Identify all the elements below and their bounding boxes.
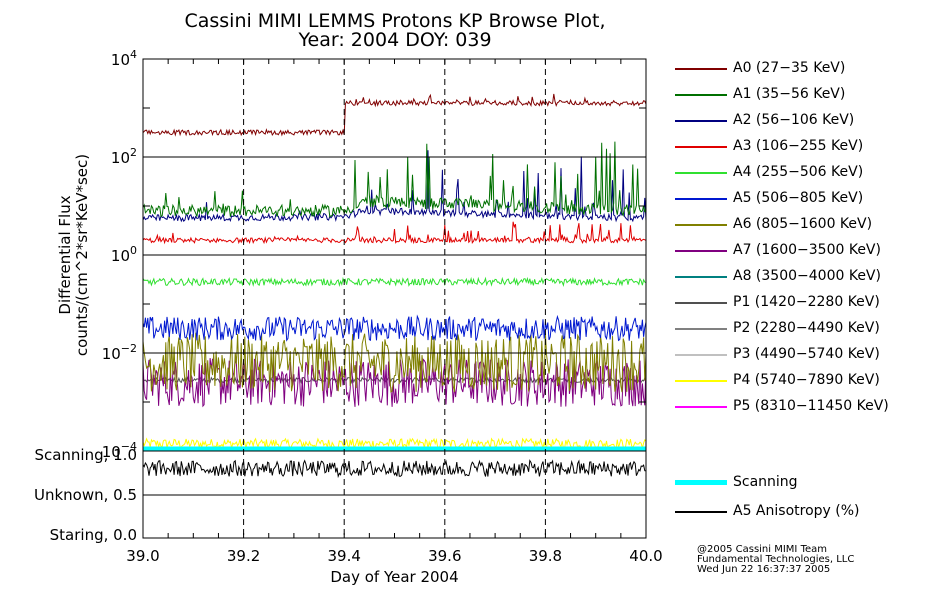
legend-label-scanning: Scanning — [733, 474, 798, 490]
legend-label: A6 (805−1600 KeV) — [733, 216, 873, 232]
legend-swatch — [675, 120, 727, 122]
anisotropy-series-line — [142, 459, 647, 479]
legend-label: A2 (56−106 KeV) — [733, 112, 855, 128]
legend: A0 (27−35 KeV) A1 (35−56 KeV) A2 (56−106 K… — [675, 59, 945, 423]
flux-series-line — [142, 141, 647, 218]
flux-series-line — [142, 150, 647, 223]
legend-item: A5 (506−805 KeV) — [675, 189, 945, 215]
flux-series-line — [142, 375, 647, 385]
legend-swatch-scanning — [675, 480, 727, 485]
scan-tick-label: Staring, 0.0 — [50, 526, 137, 544]
legend-label: A7 (1600−3500 KeV) — [733, 242, 881, 258]
legend-label: P3 (4490−5740 KeV) — [733, 346, 880, 362]
legend-item: A6 (805−1600 KeV) — [675, 215, 945, 241]
legend-lower: Scanning A5 Anisotropy (%) — [675, 473, 945, 528]
legend-swatch — [675, 406, 727, 408]
legend-swatch — [675, 198, 727, 200]
legend-swatch — [675, 172, 727, 174]
legend-swatch — [675, 354, 727, 356]
legend-item: P2 (2280−4490 KeV) — [675, 319, 945, 345]
legend-item: A8 (3500−4000 KeV) — [675, 267, 945, 293]
scan-tick-label: Unknown, 0.5 — [34, 486, 137, 504]
legend-item: A0 (27−35 KeV) — [675, 59, 945, 85]
x-tick-label: 39.4 — [327, 547, 360, 565]
x-tick-label: 39.2 — [227, 547, 260, 565]
credit-timestamp: Wed Jun 22 16:37:37 2005 — [697, 564, 831, 575]
legend-item: A3 (106−255 KeV) — [675, 137, 945, 163]
y-tick-label: 100 — [111, 244, 137, 265]
legend-label: A4 (255−506 KeV) — [733, 164, 864, 180]
y-axis-label-line1: Differential Flux — [56, 195, 74, 314]
scan-panel-frame — [142, 450, 647, 539]
legend-item: A1 (35−56 KeV) — [675, 85, 945, 111]
y-tick-label: 104 — [111, 48, 137, 69]
legend-label: A5 (506−805 KeV) — [733, 190, 864, 206]
flux-series-line — [142, 93, 647, 137]
legend-label: P4 (5740−7890 KeV) — [733, 372, 880, 388]
legend-label: P5 (8310−11450 KeV) — [733, 398, 889, 414]
legend-item: P3 (4490−5740 KeV) — [675, 345, 945, 371]
plot-title-line1: Cassini MIMI LEMMS Protons KP Browse Plo… — [184, 10, 606, 32]
legend-label: A0 (27−35 KeV) — [733, 60, 846, 76]
legend-swatch — [675, 276, 727, 278]
legend-swatch — [675, 328, 727, 330]
legend-swatch — [675, 302, 727, 304]
legend-swatch — [675, 94, 727, 96]
plot-title-line2: Year: 2004 DOY: 039 — [298, 29, 492, 51]
credits: @2005 Cassini MIMI Team Fundamental Tech… — [697, 545, 854, 575]
y-axis-label-line2: counts/(cm^2*sr*KeV*sec) — [73, 154, 91, 356]
legend-label: A3 (106−255 KeV) — [733, 138, 864, 154]
legend-item: A4 (255−506 KeV) — [675, 163, 945, 189]
flux-series-line — [142, 276, 647, 287]
legend-item: P1 (1420−2280 KeV) — [675, 293, 945, 319]
legend-swatch — [675, 224, 727, 226]
credit-team: @2005 Cassini MIMI Team — [697, 544, 827, 555]
scan-tick-label: Scanning, 1.0 — [34, 446, 137, 464]
x-axis-label: Day of Year 2004 — [330, 568, 458, 586]
credit-company: Fundamental Technologies, LLC — [697, 554, 855, 565]
x-tick-label: 39.0 — [126, 547, 159, 565]
flux-series-line — [142, 314, 647, 342]
legend-swatch-anisotropy — [675, 511, 727, 513]
legend-label: P2 (2280−4490 KeV) — [733, 320, 880, 336]
legend-label: A8 (3500−4000 KeV) — [733, 268, 881, 284]
x-tick-label: 40.0 — [629, 547, 662, 565]
y-tick-label: 10−2 — [102, 342, 137, 363]
y-tick-label: 10−4 — [102, 440, 137, 461]
legend-swatch — [675, 146, 727, 148]
legend-label: A1 (35−56 KeV) — [733, 86, 846, 102]
legend-swatch — [675, 68, 727, 70]
x-tick-label: 39.6 — [428, 547, 461, 565]
legend-item: A2 (56−106 KeV) — [675, 111, 945, 137]
y-tick-label: 102 — [111, 146, 137, 167]
flux-series-line — [142, 221, 647, 245]
flux-series-line — [142, 437, 647, 451]
legend-swatch — [675, 250, 727, 252]
flux-series-line — [142, 332, 647, 393]
legend-item: A7 (1600−3500 KeV) — [675, 241, 945, 267]
legend-swatch — [675, 380, 727, 382]
x-tick-label: 39.8 — [529, 547, 562, 565]
legend-item: P4 (5740−7890 KeV) — [675, 371, 945, 397]
legend-label-anisotropy: A5 Anisotropy (%) — [733, 503, 860, 519]
legend-label: P1 (1420−2280 KeV) — [733, 294, 880, 310]
legend-item: P5 (8310−11450 KeV) — [675, 397, 945, 423]
